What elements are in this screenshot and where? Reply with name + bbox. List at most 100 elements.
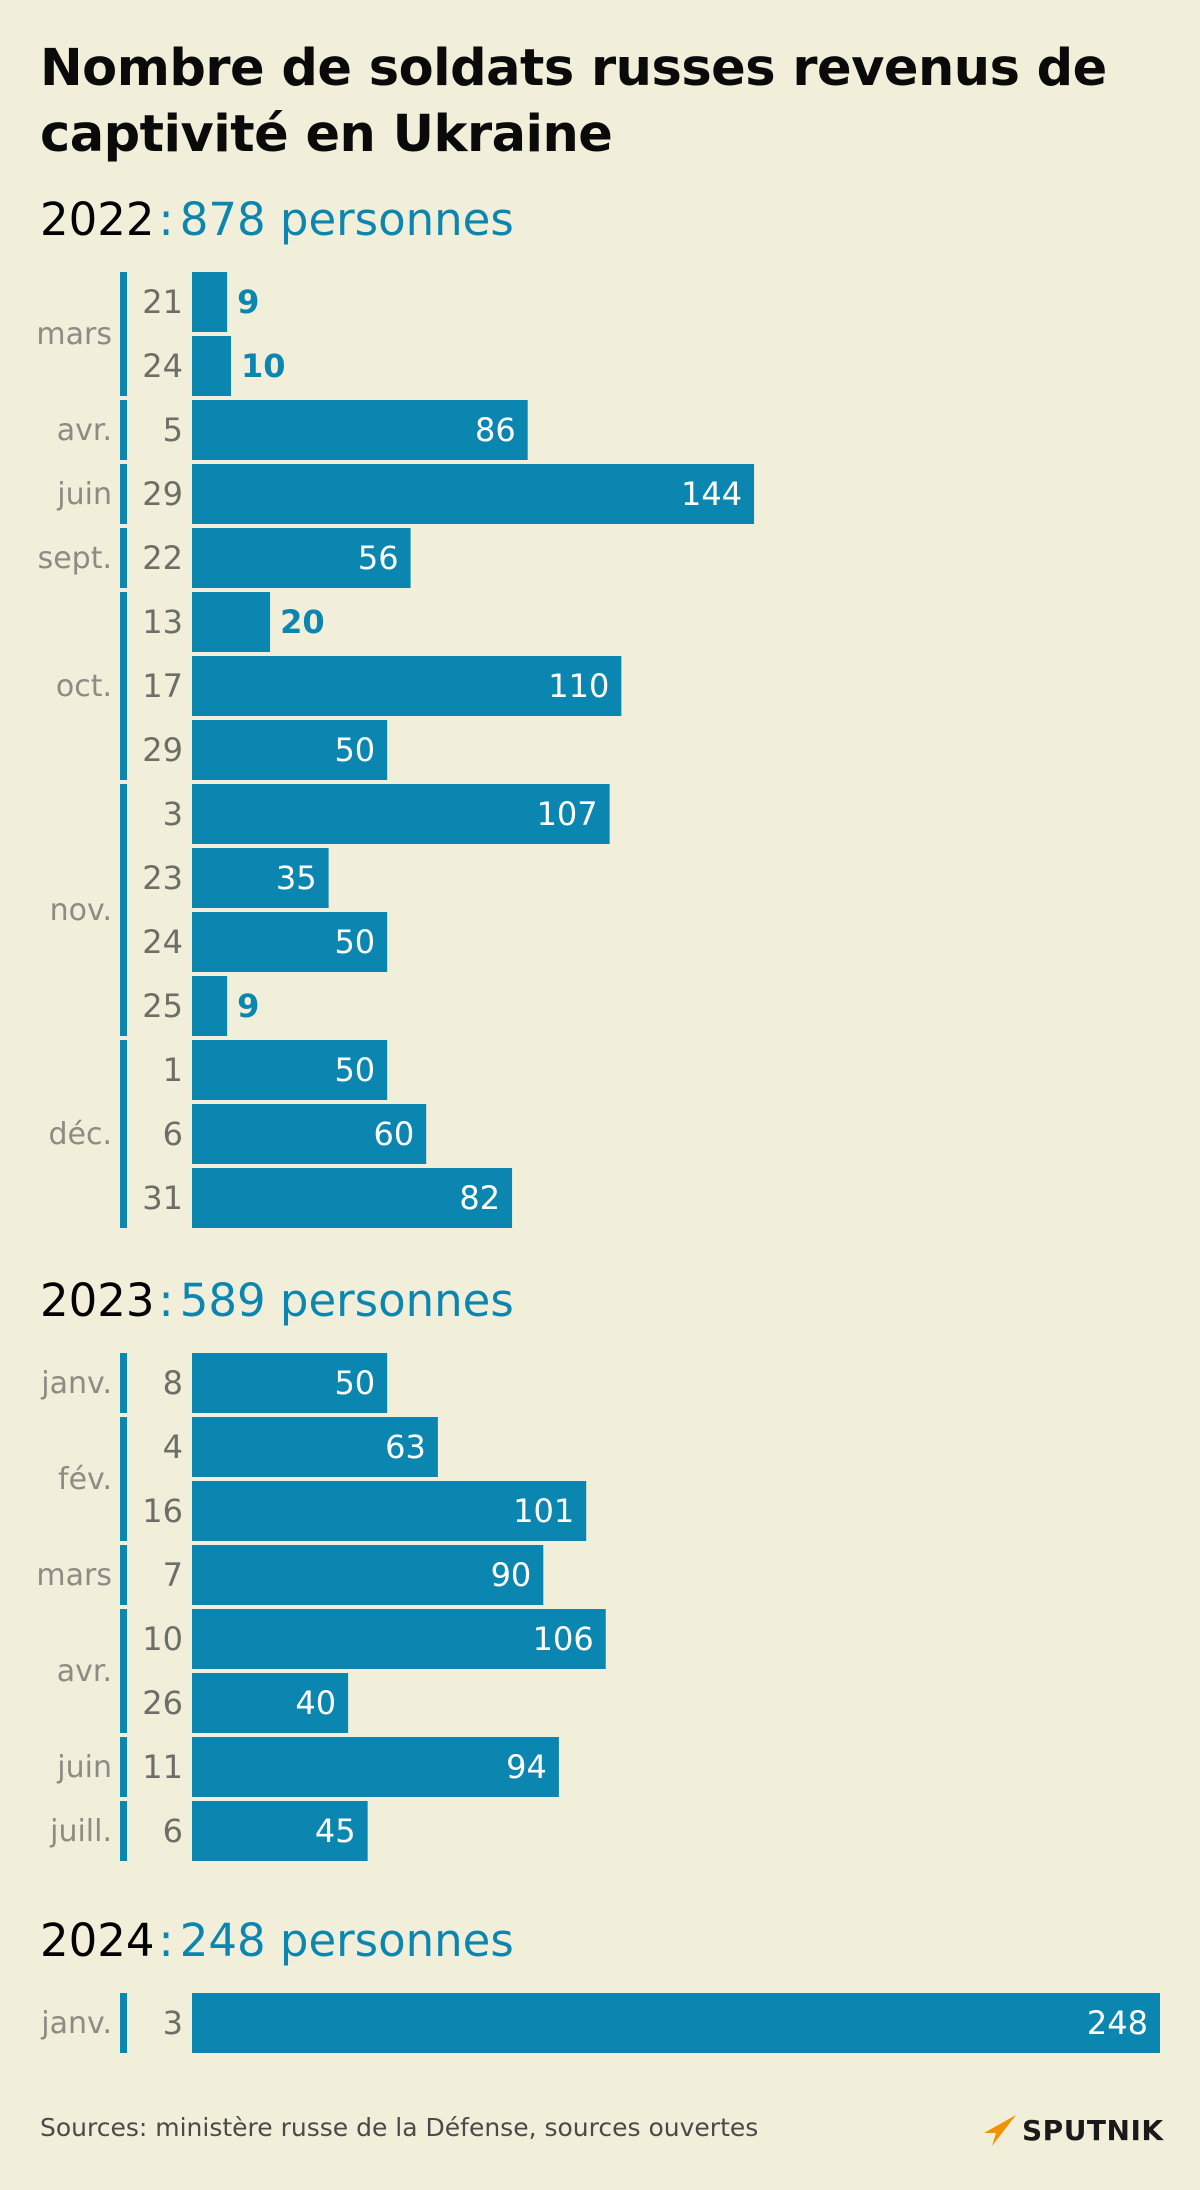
day-label: 3 <box>163 2004 183 2042</box>
sputnik-arrow-icon <box>984 2115 1016 2146</box>
value-label: 50 <box>334 923 375 961</box>
year-label: 2023 <box>40 1274 155 1327</box>
value-label: 9 <box>237 283 259 321</box>
month-label: avr. <box>57 413 112 448</box>
value-label: 10 <box>241 347 286 385</box>
month-label: fév. <box>58 1462 112 1497</box>
bar <box>192 1801 368 1861</box>
value-label: 50 <box>334 1051 375 1089</box>
value-label: 20 <box>280 603 325 641</box>
year-separator: : <box>159 193 174 246</box>
bar <box>192 720 388 780</box>
day-label: 16 <box>142 1492 183 1530</box>
month-bracket <box>120 1737 127 1797</box>
bar <box>192 976 228 1036</box>
logo-text: SPUTNIK <box>1022 2113 1164 2147</box>
day-label: 7 <box>163 1556 183 1594</box>
sputnik-logo: SPUTNIK <box>982 2110 1164 2150</box>
value-label: 35 <box>276 859 317 897</box>
value-label: 45 <box>315 1812 356 1850</box>
bar <box>192 592 271 652</box>
day-label: 17 <box>142 667 183 705</box>
day-label: 22 <box>142 539 183 577</box>
value-label: 144 <box>681 475 742 513</box>
bar <box>192 1104 427 1164</box>
value-label: 40 <box>295 1684 336 1722</box>
month-label: avr. <box>57 1654 112 1689</box>
month-bracket <box>120 1040 127 1228</box>
bar <box>192 1353 388 1413</box>
value-label: 248 <box>1087 2004 1148 2042</box>
value-label: 106 <box>533 1620 594 1658</box>
year-separator: : <box>159 1914 174 1967</box>
value-label: 94 <box>506 1748 547 1786</box>
day-label: 13 <box>142 603 183 641</box>
bar <box>192 1545 544 1605</box>
month-label: nov. <box>50 893 112 928</box>
value-label: 60 <box>373 1115 414 1153</box>
month-bracket <box>120 1545 127 1605</box>
day-label: 21 <box>142 283 183 321</box>
day-label: 25 <box>142 987 183 1025</box>
bar <box>192 464 755 524</box>
year-label: 2024 <box>40 1914 155 1967</box>
month-label: janv. <box>40 2006 112 2041</box>
day-label: 1 <box>163 1051 183 1089</box>
day-label: 3 <box>163 795 183 833</box>
bar <box>192 1673 349 1733</box>
month-bracket <box>120 1801 127 1861</box>
bar <box>192 1481 587 1541</box>
bar <box>192 400 528 460</box>
bar <box>192 1737 559 1797</box>
month-bracket <box>120 528 127 588</box>
month-bracket <box>120 464 127 524</box>
month-label: juin <box>56 477 112 512</box>
value-label: 110 <box>548 667 609 705</box>
value-label: 86 <box>475 411 516 449</box>
year-total: 589 personnes <box>180 1274 514 1327</box>
month-label: juill. <box>49 1814 112 1849</box>
day-label: 29 <box>142 475 183 513</box>
month-bracket <box>120 272 127 396</box>
value-label: 56 <box>358 539 399 577</box>
day-label: 6 <box>163 1812 183 1850</box>
day-label: 24 <box>142 347 183 385</box>
month-bracket <box>120 784 127 1036</box>
day-label: 31 <box>142 1179 183 1217</box>
bar <box>192 1609 606 1669</box>
value-label: 90 <box>491 1556 532 1594</box>
month-label: janv. <box>40 1366 112 1401</box>
chart-title: Nombre de soldats russes revenus de capt… <box>40 39 1107 164</box>
month-bracket <box>120 1993 127 2053</box>
value-label: 63 <box>385 1428 426 1466</box>
bar <box>192 848 329 908</box>
bar <box>192 1417 438 1477</box>
day-label: 24 <box>142 923 183 961</box>
year-total: 878 personnes <box>180 193 514 246</box>
day-label: 11 <box>142 1748 183 1786</box>
day-label: 4 <box>163 1428 183 1466</box>
day-label: 10 <box>142 1620 183 1658</box>
source-note: Sources: ministère russe de la Défense, … <box>40 2113 759 2142</box>
bar <box>192 1040 388 1100</box>
month-label: mars <box>36 1558 112 1593</box>
value-label: 50 <box>334 1364 375 1402</box>
bar <box>192 528 411 588</box>
month-label: mars <box>36 317 112 352</box>
month-bracket <box>120 1353 127 1413</box>
bar <box>192 912 388 972</box>
day-label: 26 <box>142 1684 183 1722</box>
value-label: 50 <box>334 731 375 769</box>
month-bracket <box>120 592 127 780</box>
month-label: juin <box>56 1750 112 1785</box>
bar <box>192 272 228 332</box>
month-bracket <box>120 1417 127 1541</box>
day-label: 5 <box>163 411 183 449</box>
year-separator: : <box>159 1274 174 1327</box>
year-total: 248 personnes <box>180 1914 514 1967</box>
bar <box>192 336 232 396</box>
day-label: 29 <box>142 731 183 769</box>
value-label: 9 <box>237 987 259 1025</box>
value-label: 101 <box>513 1492 574 1530</box>
month-label: déc. <box>48 1117 112 1152</box>
